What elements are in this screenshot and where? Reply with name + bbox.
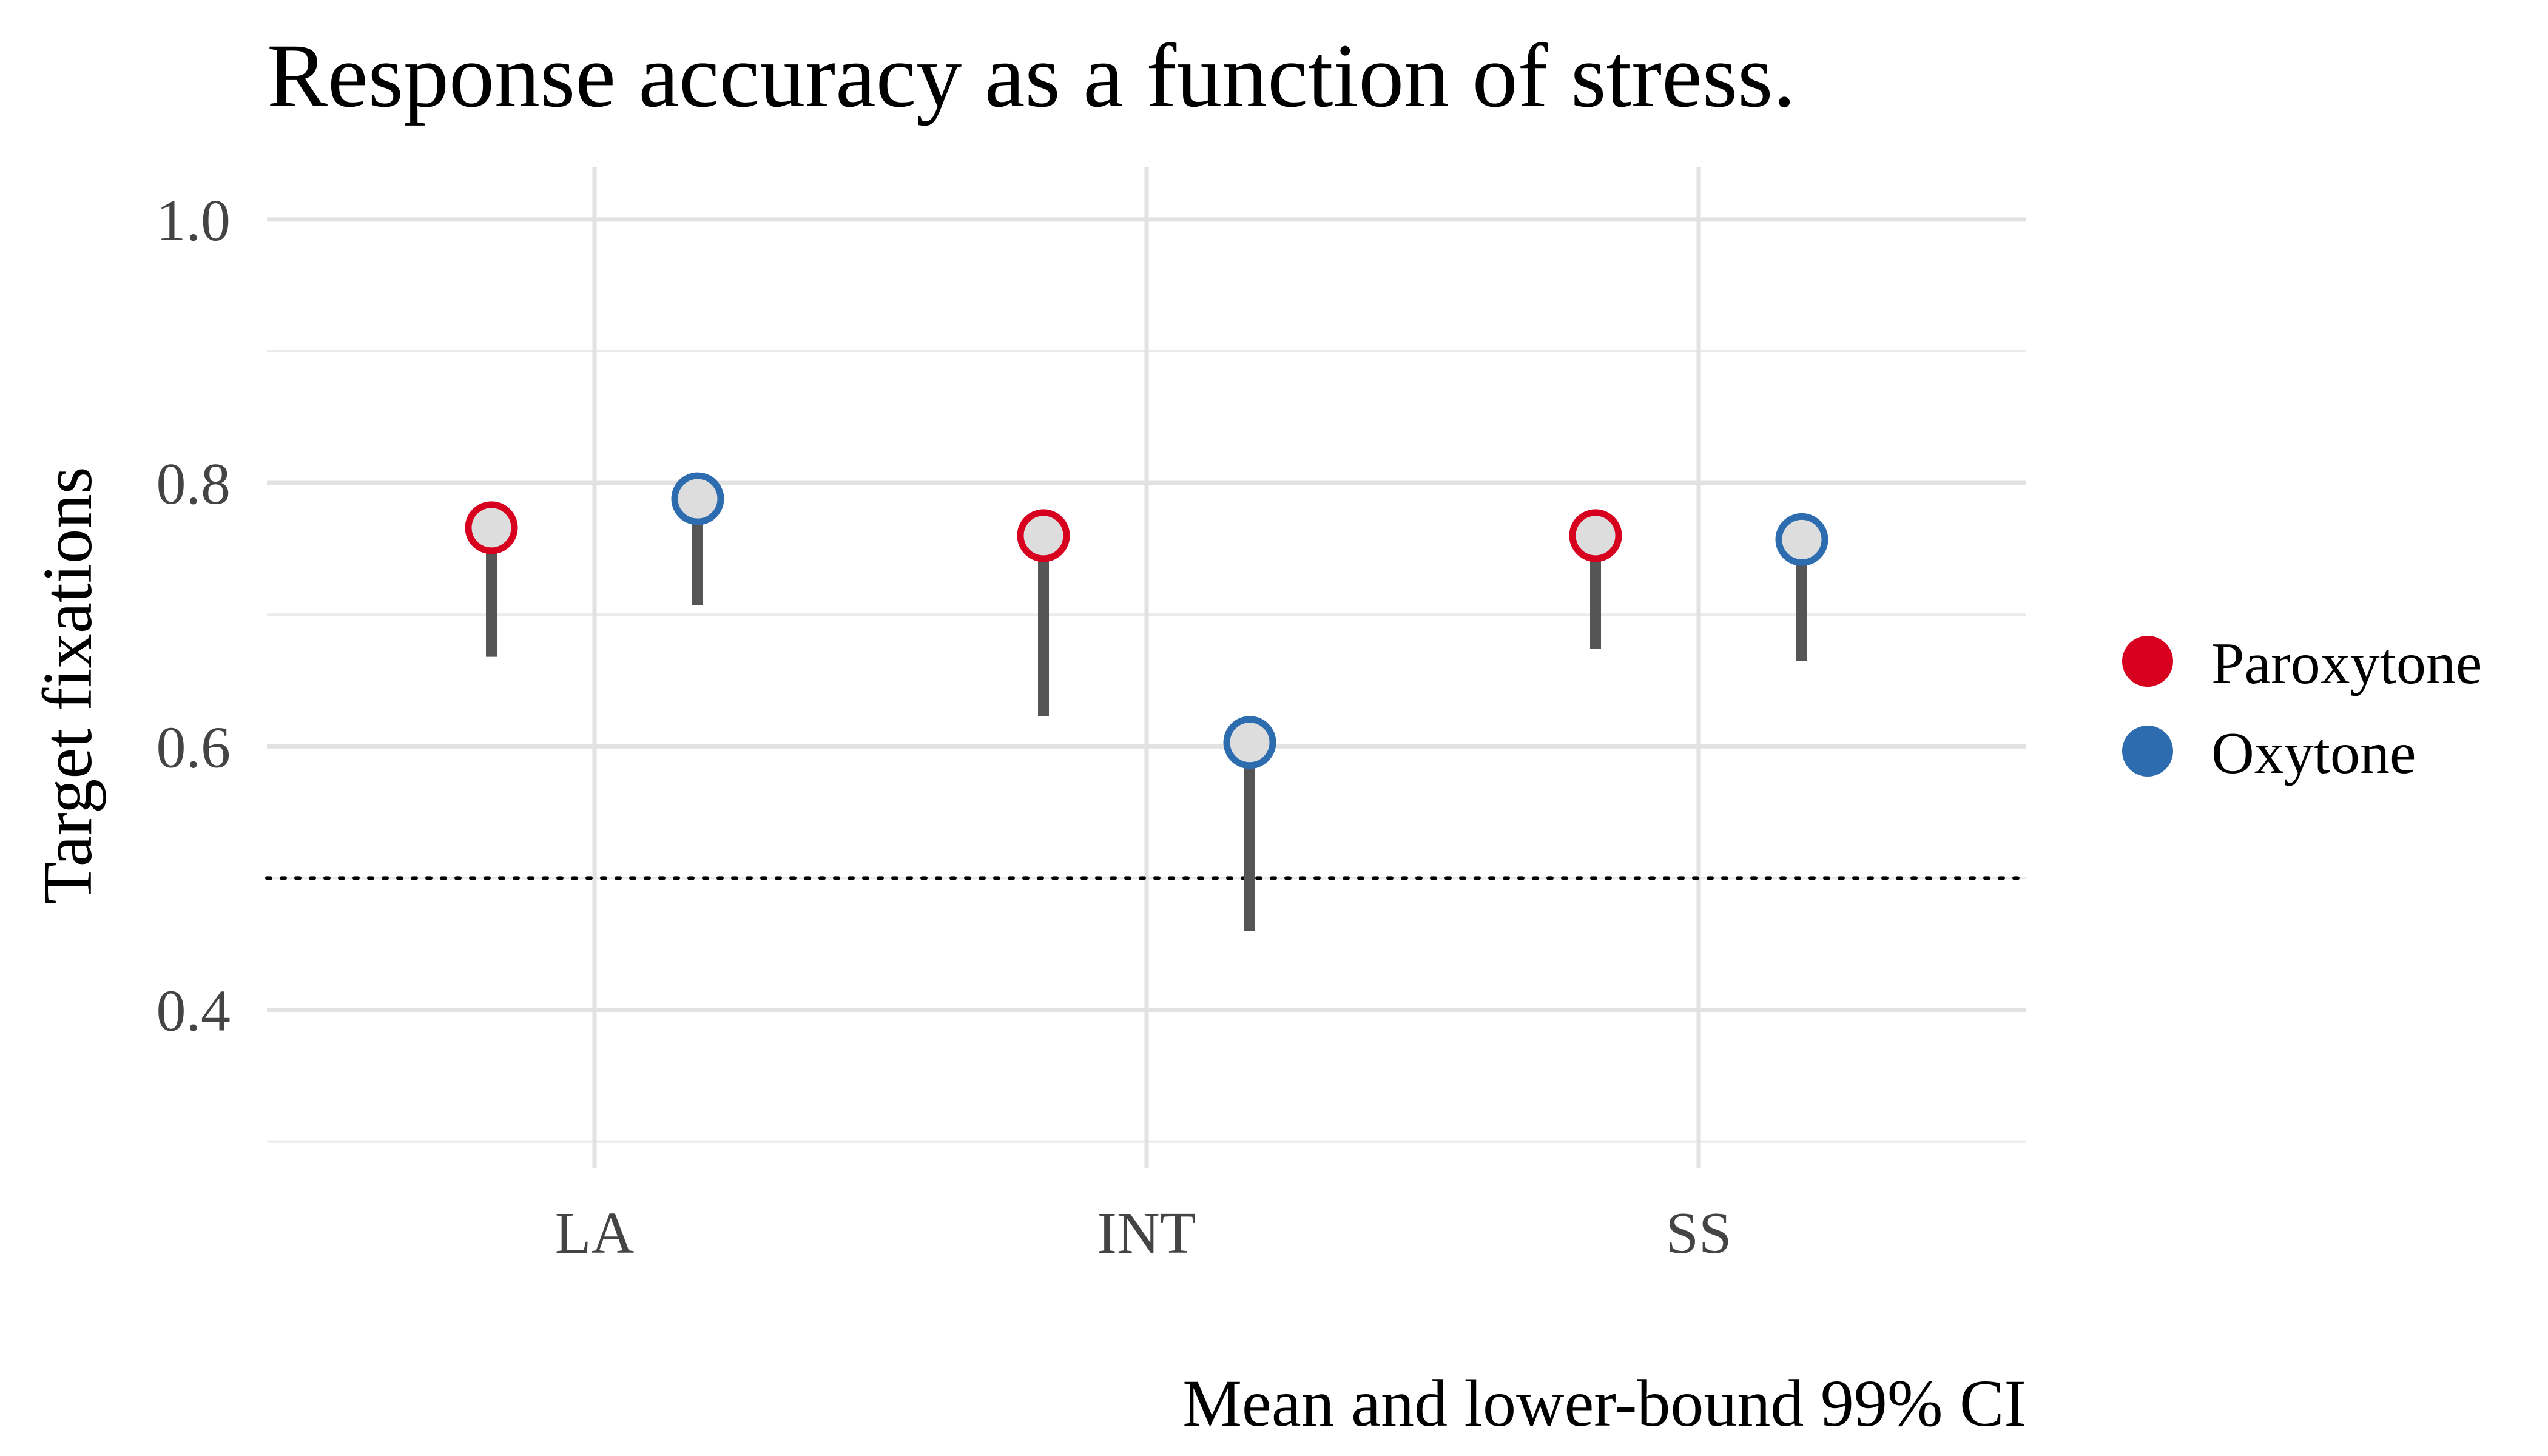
mean-point	[1775, 513, 1828, 566]
mean-point	[1223, 716, 1276, 769]
legend-label: Paroxytone	[2211, 631, 2482, 696]
y-tick-label: 0.8	[157, 451, 231, 517]
mean-point	[1569, 509, 1622, 562]
mean-point	[671, 472, 724, 525]
chart-caption: Mean and lower-bound 99% CI	[1182, 1366, 2026, 1440]
legend-key	[2122, 636, 2173, 687]
x-tick-label: LA	[555, 1201, 635, 1266]
y-tick-label: 0.6	[157, 715, 231, 780]
chart-title: Response accuracy as a function of stres…	[267, 25, 1796, 126]
legend: Paroxytone Oxytone	[2122, 631, 2482, 786]
y-tick-label: 1.0	[157, 188, 231, 254]
y-axis-title: Target fixations	[29, 467, 106, 904]
mean-point	[465, 501, 518, 554]
plot-area: 0.4 0.6 0.8 1.0 LA INT SS	[157, 167, 2028, 1266]
mean-point	[1017, 509, 1070, 562]
x-tick-label: INT	[1097, 1201, 1196, 1266]
legend-key	[2122, 726, 2173, 777]
y-tick-label: 0.4	[157, 978, 231, 1043]
x-tick-label: SS	[1665, 1201, 1731, 1266]
legend-label: Oxytone	[2211, 721, 2416, 786]
